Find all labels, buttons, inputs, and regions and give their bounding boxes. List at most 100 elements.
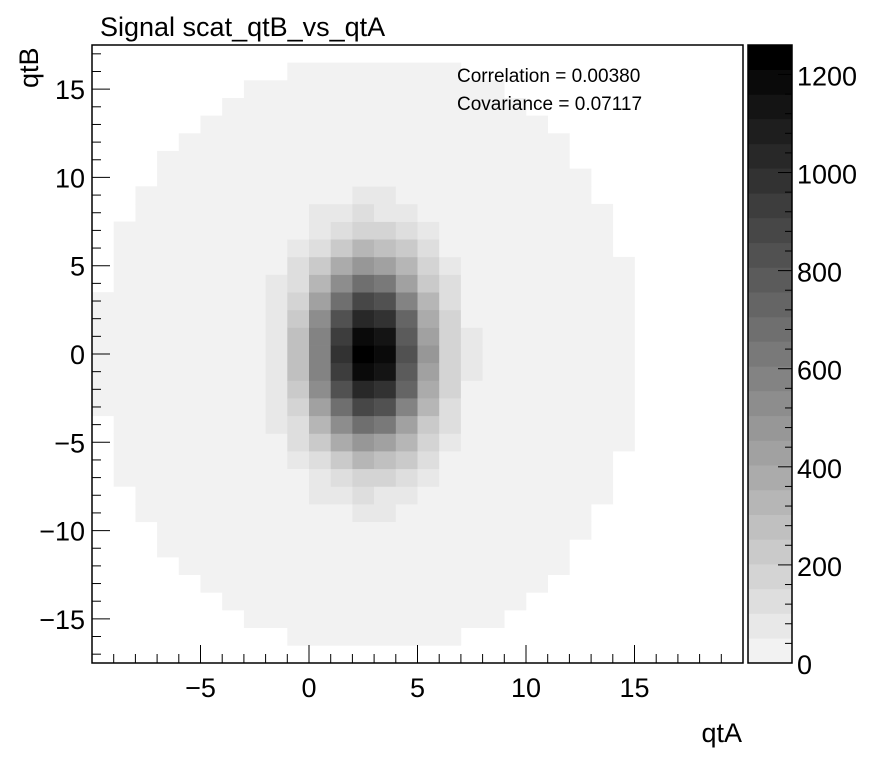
heatmap-cell xyxy=(157,186,180,205)
colorbar-swatch xyxy=(748,366,792,392)
heatmap-cell xyxy=(439,362,462,381)
colorbar-swatch xyxy=(748,391,792,417)
heatmap-cell xyxy=(309,610,331,628)
heatmap-cell xyxy=(482,309,505,328)
heatmap-cell xyxy=(439,504,462,523)
heatmap-cell xyxy=(135,309,158,328)
heatmap-cell xyxy=(352,468,375,487)
heatmap-cell xyxy=(287,362,310,381)
heatmap-cell xyxy=(330,362,353,381)
heatmap-cell xyxy=(330,239,353,258)
heatmap-cell xyxy=(504,504,527,523)
heatmap-cell xyxy=(460,521,483,540)
heatmap-cell xyxy=(504,468,527,487)
heatmap-cell xyxy=(591,256,614,275)
heatmap-cell xyxy=(287,610,310,628)
heatmap-cell xyxy=(547,345,570,364)
heatmap-cell xyxy=(460,80,483,99)
heatmap-cell xyxy=(243,345,266,364)
y-tick-label: −5 xyxy=(54,428,85,458)
heatmap-cell xyxy=(352,362,375,381)
heatmap-cell xyxy=(395,115,418,134)
heatmap-cell xyxy=(352,203,375,222)
heatmap-cell xyxy=(547,468,570,487)
heatmap-cell xyxy=(395,557,418,576)
heatmap-cell xyxy=(352,380,375,399)
heatmap-cell xyxy=(460,451,483,470)
heatmap-cell xyxy=(178,150,201,169)
heatmap-cell xyxy=(504,150,527,169)
heatmap-cell xyxy=(178,274,201,293)
heatmap-cell xyxy=(547,380,570,399)
heatmap-cell xyxy=(482,168,505,187)
heatmap-cell xyxy=(265,256,288,275)
heatmap-cell xyxy=(157,486,180,505)
heatmap-cell xyxy=(243,592,266,611)
heatmap-cell xyxy=(309,415,331,434)
heatmap-cell xyxy=(243,292,266,311)
heatmap-cell xyxy=(526,345,548,364)
heatmap-cell xyxy=(460,380,483,399)
heatmap-cell xyxy=(417,168,440,187)
heatmap-cell xyxy=(330,221,353,240)
heatmap-cell xyxy=(374,592,397,611)
heatmap-cell xyxy=(439,380,462,399)
heatmap-cell xyxy=(243,433,266,452)
heatmap-cell xyxy=(265,557,288,576)
heatmap-cell xyxy=(352,150,375,169)
heatmap-cell xyxy=(395,504,418,523)
colorbar-swatch xyxy=(748,218,792,244)
heatmap-cell xyxy=(374,97,397,116)
heatmap-cell xyxy=(287,203,310,222)
heatmap-cell xyxy=(482,97,505,116)
heatmap-cell xyxy=(287,168,310,187)
heatmap-cell xyxy=(309,309,331,328)
heatmap-cell xyxy=(482,203,505,222)
heatmap-cell xyxy=(287,274,310,293)
heatmap-cell xyxy=(352,627,375,646)
colorbar-swatch xyxy=(748,341,792,367)
heatmap-cell xyxy=(547,256,570,275)
heatmap-cell xyxy=(612,415,635,434)
heatmap-cell xyxy=(526,468,548,487)
heatmap-cell xyxy=(330,468,353,487)
heatmap-cell xyxy=(113,309,136,328)
heatmap-cell xyxy=(287,433,310,452)
heatmap-cell xyxy=(352,292,375,311)
heatmap-cell xyxy=(612,345,635,364)
heatmap-cell xyxy=(200,150,223,169)
heatmap-cell xyxy=(504,398,527,417)
heatmap-cell xyxy=(135,203,158,222)
heatmap-cell xyxy=(309,221,331,240)
heatmap-cell xyxy=(178,380,201,399)
heatmap-cell xyxy=(569,451,592,470)
heatmap-cells xyxy=(92,62,635,646)
heatmap-cell xyxy=(460,574,483,593)
heatmap-cell xyxy=(287,592,310,611)
heatmap-cell xyxy=(287,62,310,81)
heatmap-cell xyxy=(157,150,180,169)
heatmap-cell xyxy=(352,327,375,346)
heatmap-cell xyxy=(330,80,353,99)
heatmap-cell xyxy=(309,433,331,452)
heatmap-cell xyxy=(287,574,310,593)
colorbar-palette xyxy=(748,45,792,664)
heatmap-cell xyxy=(330,539,353,558)
heatmap-cell xyxy=(482,433,505,452)
heatmap-cell xyxy=(439,115,462,134)
heatmap-cell xyxy=(482,574,505,593)
heatmap-cell xyxy=(504,539,527,558)
heatmap-cell xyxy=(243,380,266,399)
heatmap-cell xyxy=(287,327,310,346)
heatmap-cell xyxy=(135,256,158,275)
heatmap-cell xyxy=(200,239,223,258)
heatmap-cell xyxy=(374,521,397,540)
heatmap-cell xyxy=(200,203,223,222)
heatmap-cell xyxy=(287,186,310,205)
heatmap-cell xyxy=(591,433,614,452)
heatmap-cell xyxy=(243,150,266,169)
heatmap-cell xyxy=(135,451,158,470)
heatmap-cell xyxy=(178,309,201,328)
heatmap-cell xyxy=(200,115,223,134)
heatmap-cell xyxy=(113,327,136,346)
